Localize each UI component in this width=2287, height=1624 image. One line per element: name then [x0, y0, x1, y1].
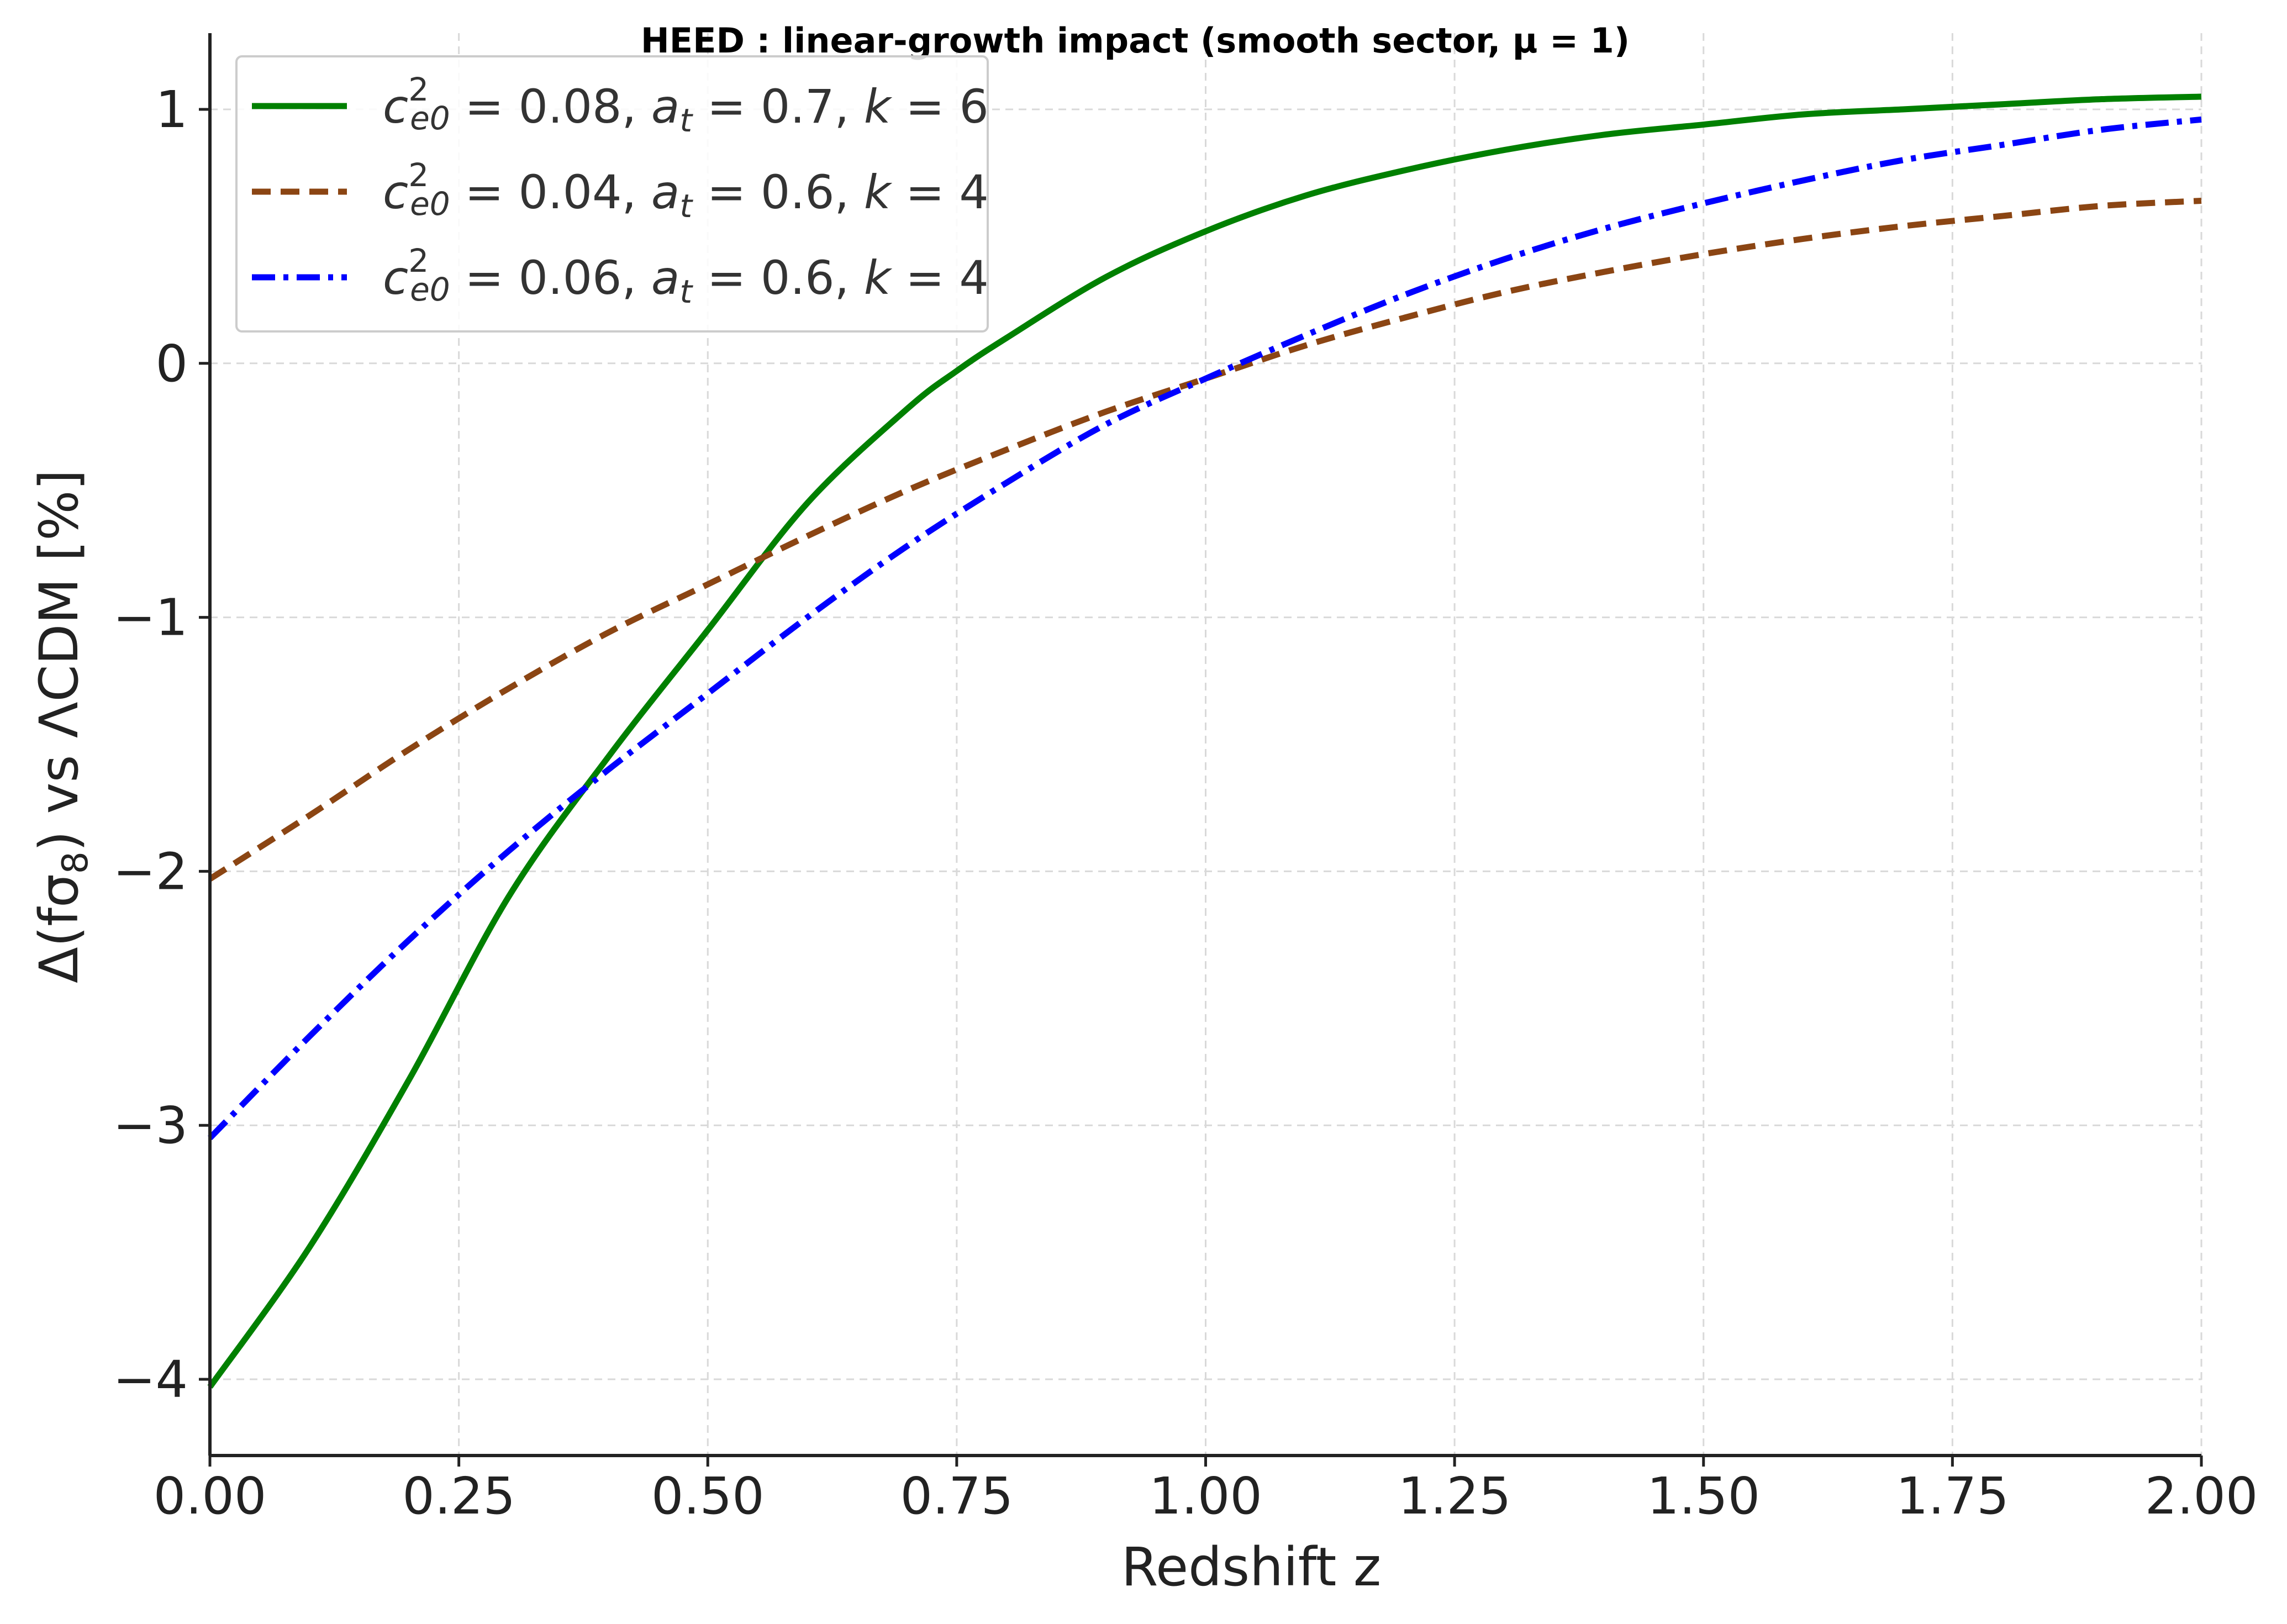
x-tick-label: 2.00: [2145, 1467, 2258, 1526]
legend-label-2: c2 e0 = 0.04, at = 0.6, k = 4: [383, 156, 989, 225]
x-tick-label: 0.25: [402, 1467, 515, 1526]
y-tick-label: −4: [113, 1350, 188, 1409]
series-layer: [207, 93, 2202, 1389]
x-tick-label: 0.50: [651, 1467, 765, 1526]
series-line-3: [208, 116, 2202, 1141]
x-axis-label: Redshift z: [1121, 1536, 1382, 1598]
y-axis-label: Δ(fσ8) vs ΛCDM [%]: [28, 470, 96, 983]
legend-label-3: c2 e0 = 0.06, at = 0.6, k = 4: [383, 242, 989, 310]
x-tick-label: 1.25: [1398, 1467, 1511, 1526]
y-tick-label: 1: [155, 80, 188, 139]
x-tick-label: 1.75: [1896, 1467, 2009, 1526]
x-tick-label: 1.00: [1149, 1467, 1262, 1526]
chart-title: HEED : linear-growth impact (smooth sect…: [641, 20, 1630, 61]
series-line-1: [207, 93, 2202, 1389]
x-tick-label: 1.50: [1647, 1467, 1760, 1526]
legend: c2 e0 = 0.08, at = 0.7, k = 6 c2 e0 = 0.04,…: [235, 55, 989, 333]
legend-label-1: c2 e0 = 0.08, at = 0.7, k = 6: [383, 71, 989, 139]
x-tick-label: 0.00: [154, 1467, 267, 1526]
y-tick-label: −2: [113, 842, 188, 901]
ticks: 0.00 0.25 0.50 0.75 1.00 1.25 1.50 1.75 2.00 −4 −3…: [113, 80, 2258, 1526]
legend-box: [235, 55, 989, 333]
y-tick-label: −3: [113, 1096, 188, 1155]
y-tick-label: 0: [155, 334, 188, 393]
y-tick-label: −1: [113, 588, 188, 647]
x-tick-label: 0.75: [900, 1467, 1013, 1526]
